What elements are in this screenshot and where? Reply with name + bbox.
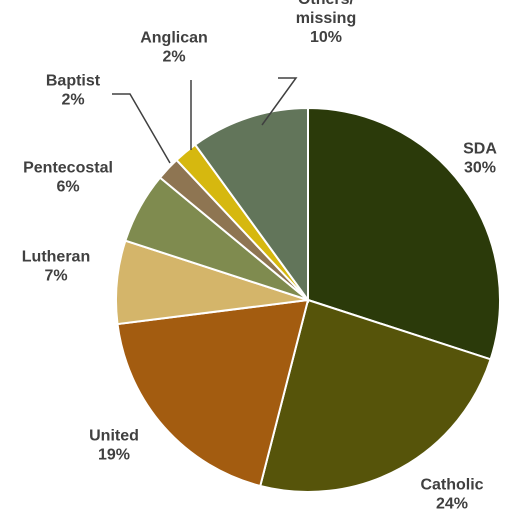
label-value-lutheran: 7% — [44, 268, 67, 285]
label-value-baptist: 2% — [61, 92, 84, 109]
label-value-sda: 30% — [464, 160, 496, 177]
label-name-sda: SDA — [463, 141, 497, 158]
label-name-others-missing: Others/ — [298, 0, 355, 8]
label-name-united: United — [89, 428, 139, 445]
label-value-catholic: 24% — [436, 496, 468, 513]
label-name-catholic: Catholic — [420, 477, 483, 494]
label-value-pentecostal: 6% — [56, 179, 79, 196]
label-name-anglican: Anglican — [140, 30, 208, 47]
label-catholic: Catholic 24% — [420, 477, 483, 513]
label-lutheran: Lutheran 7% — [22, 249, 90, 285]
label-value-united: 19% — [98, 447, 130, 464]
label-name-lutheran: Lutheran — [22, 249, 90, 266]
label-others-missing: Others/missing 10% — [296, 0, 356, 46]
leader-line-baptist — [112, 94, 170, 163]
label-name-baptist: Baptist — [46, 73, 101, 90]
label-baptist: Baptist 2% — [46, 73, 101, 109]
label-value-anglican: 2% — [162, 49, 185, 66]
label-name-others-missing: missing — [296, 10, 356, 27]
label-united: United 19% — [89, 428, 139, 464]
label-value-others-missing: 10% — [310, 29, 342, 46]
label-sda: SDA 30% — [463, 141, 497, 177]
label-pentecostal: Pentecostal 6% — [23, 160, 113, 196]
label-anglican: Anglican 2% — [140, 30, 208, 66]
label-name-pentecostal: Pentecostal — [23, 160, 113, 177]
pie-slices — [116, 108, 500, 492]
